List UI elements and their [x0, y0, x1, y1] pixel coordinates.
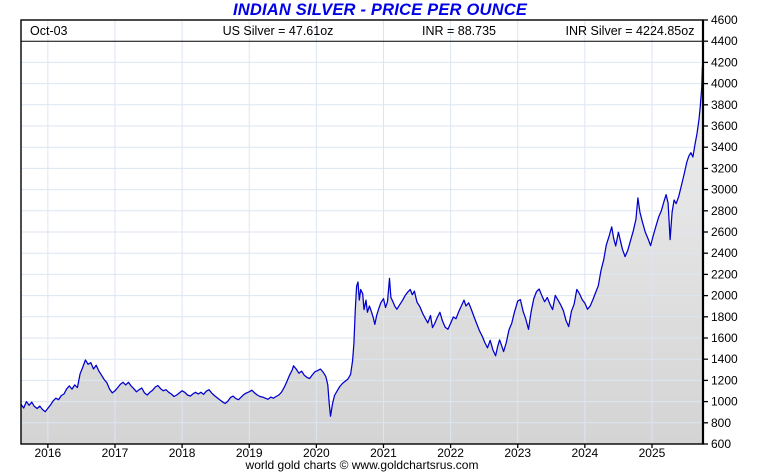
y-tick-label: 4000	[711, 77, 738, 91]
y-tick-label: 3400	[711, 140, 738, 154]
copyright-text: world gold charts © www.goldchartsrus.co…	[245, 458, 479, 472]
y-tick-label: 4200	[711, 55, 738, 69]
y-tick-label: 2000	[711, 289, 738, 303]
x-tick-label: 2020	[303, 446, 330, 460]
x-tick-label: 2023	[504, 446, 531, 460]
y-tick-label: 3600	[711, 119, 738, 133]
price-area-fill	[21, 59, 703, 445]
y-tick-label: 4400	[711, 34, 738, 48]
y-tick-label: 1800	[711, 310, 738, 324]
x-tick-label: 2021	[370, 446, 397, 460]
x-tick-label: 2016	[34, 446, 61, 460]
y-tick-label: 600	[711, 437, 731, 451]
x-tick-label: 2017	[102, 446, 129, 460]
y-tick-label: 2800	[711, 204, 738, 218]
x-tick-label: 2025	[639, 446, 666, 460]
header-date: Oct-03	[30, 24, 68, 38]
header-us-silver: US Silver = 47.61oz	[222, 24, 334, 38]
y-tick-label: 4600	[711, 13, 738, 27]
x-tick-label: 2022	[437, 446, 464, 460]
y-tick-label: 1200	[711, 373, 738, 387]
y-tick-label: 2200	[711, 267, 738, 281]
x-tick-label: 2024	[572, 446, 599, 460]
y-tick-label: 1600	[711, 331, 738, 345]
price-line	[20, 59, 704, 417]
y-tick-label: 1000	[711, 395, 738, 409]
y-tick-label: 2600	[711, 225, 738, 239]
header-inr-rate: INR = 88.735	[421, 24, 497, 38]
y-tick-label: 2400	[711, 246, 738, 260]
y-tick-label: 800	[711, 416, 731, 430]
header-inr-silver: INR Silver = 4224.85oz	[565, 24, 695, 38]
y-tick-label: 3200	[711, 161, 738, 175]
y-tick-label: 3800	[711, 98, 738, 112]
x-tick-label: 2019	[236, 446, 263, 460]
x-tick-label: 2018	[169, 446, 196, 460]
y-tick-label: 3000	[711, 183, 738, 197]
y-tick-label: 1400	[711, 352, 738, 366]
page-title: INDIAN SILVER - PRICE PER OUNCE	[232, 1, 528, 19]
